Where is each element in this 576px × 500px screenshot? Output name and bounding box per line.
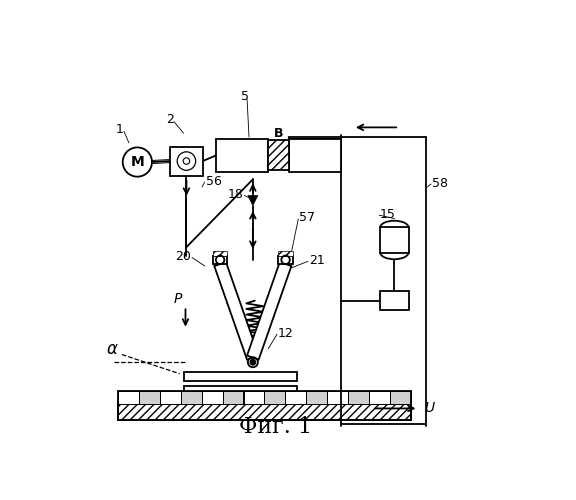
Circle shape xyxy=(250,360,256,365)
Bar xyxy=(181,391,202,404)
Bar xyxy=(202,391,222,404)
Text: 15: 15 xyxy=(380,208,396,220)
Bar xyxy=(289,139,342,172)
Bar xyxy=(278,256,293,264)
Bar xyxy=(244,391,264,404)
Text: 56: 56 xyxy=(206,175,222,188)
Bar xyxy=(390,391,411,404)
Text: 1: 1 xyxy=(116,123,124,136)
Bar xyxy=(118,391,411,420)
Bar xyxy=(369,391,390,404)
Text: $\alpha$: $\alpha$ xyxy=(106,340,119,358)
Bar xyxy=(160,391,181,404)
Bar xyxy=(380,291,409,310)
Bar xyxy=(184,372,297,382)
Text: 5 bar: 5 bar xyxy=(380,234,409,244)
Bar xyxy=(216,139,268,172)
Text: Фиг. 1: Фиг. 1 xyxy=(240,416,313,438)
Bar xyxy=(278,251,293,256)
Text: A: A xyxy=(231,149,241,162)
Bar xyxy=(268,140,289,170)
Bar xyxy=(139,391,160,404)
Text: P: P xyxy=(173,292,182,306)
Bar xyxy=(327,391,348,404)
Polygon shape xyxy=(248,196,258,205)
Text: 5: 5 xyxy=(241,90,249,103)
Polygon shape xyxy=(214,262,259,360)
Text: 21: 21 xyxy=(309,254,324,266)
Text: 18: 18 xyxy=(228,188,243,201)
Bar xyxy=(380,228,409,252)
Bar xyxy=(222,391,244,404)
Text: 12: 12 xyxy=(278,327,294,340)
Text: B: B xyxy=(274,126,283,140)
Bar xyxy=(184,386,297,391)
Bar xyxy=(213,251,228,256)
Bar xyxy=(170,146,203,176)
Text: MV1: MV1 xyxy=(381,294,407,307)
Bar xyxy=(264,391,285,404)
Text: 58: 58 xyxy=(432,176,448,190)
Bar xyxy=(348,391,369,404)
Bar xyxy=(306,391,327,404)
Bar xyxy=(285,391,306,404)
Bar xyxy=(213,256,228,264)
Bar xyxy=(118,391,139,404)
Text: U: U xyxy=(424,402,434,415)
Text: C: C xyxy=(324,149,333,162)
Bar xyxy=(118,404,411,420)
Polygon shape xyxy=(247,262,291,360)
Text: M: M xyxy=(131,155,144,169)
Text: 20: 20 xyxy=(175,250,191,263)
Text: 57: 57 xyxy=(299,212,315,224)
Text: 2: 2 xyxy=(166,113,174,126)
